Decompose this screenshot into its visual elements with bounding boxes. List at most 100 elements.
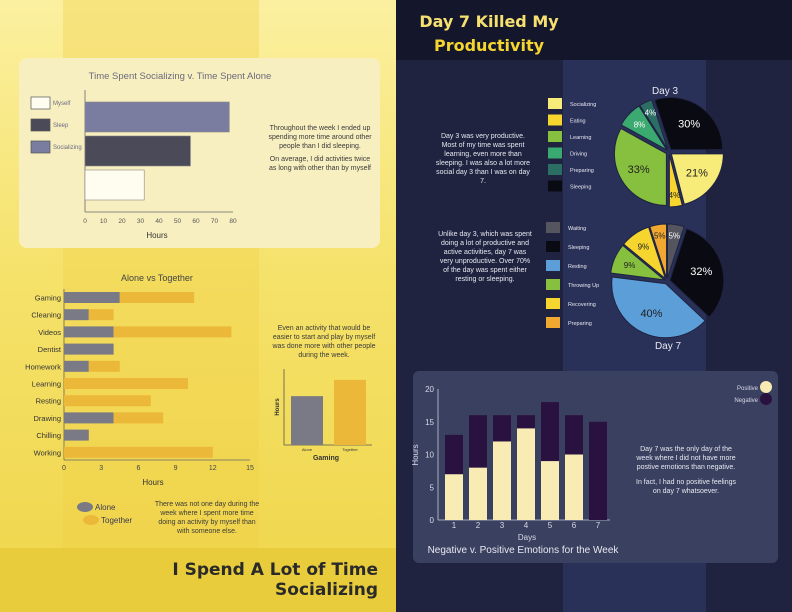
emotions-bar-day4-positive <box>517 428 535 520</box>
day7-slice-sleeping <box>669 228 725 318</box>
chart2-category-label-dentist: Dentist <box>38 345 62 354</box>
right-title-line2: Productivity <box>433 36 545 55</box>
chart2-bar-learning-together <box>64 378 188 389</box>
day3-legend-swatch-eating <box>548 114 562 126</box>
emotions-note-1: Day 7 was the only day of the week where… <box>636 446 736 471</box>
chart2-xtick: 9 <box>174 465 178 472</box>
chart1-panel <box>19 58 380 248</box>
day7-legend-label-throwing-up: Throwing Up <box>568 283 599 289</box>
day7-legend-label-sleeping: Sleeping <box>568 245 589 251</box>
chart2-category-label-resting: Resting <box>36 397 61 406</box>
day3-legend-label-socializing: Socializing <box>570 102 596 108</box>
chart2-legend-label-together: Together <box>101 516 132 525</box>
chart2-xlabel: Hours <box>142 478 163 487</box>
emotions-ytick: 15 <box>425 418 434 427</box>
day7-slice-recovering <box>623 226 667 281</box>
chart1-bar-sleep <box>84 135 191 167</box>
chart3-bar-together <box>334 379 366 445</box>
chart2-category-label-homework: Homework <box>25 362 61 371</box>
chart2-category-label-working: Working <box>34 448 61 457</box>
chart1-bar-socializing <box>84 101 230 133</box>
chart-alone-vs-together: Alone vs Together Gaming Cleaning Videos Den… <box>25 273 254 525</box>
day3-slice-label-preparing: 4% <box>645 109 657 118</box>
chart2-bar-videos-alone <box>64 326 114 338</box>
chart1-legend-swatch-socializing <box>30 140 51 154</box>
chart-day7-pie: 5% 32% 40% 9% 9% 5% Waiting Sleeping Resting Thro… <box>546 222 725 352</box>
right-title-line1: Day 7 Killed My <box>419 12 559 31</box>
chart2-legend-label-alone: Alone <box>95 503 116 512</box>
chart2-legend-swatch-together <box>83 515 99 525</box>
emotions-legend-label-negative: Negative <box>734 398 758 404</box>
day7-legend-swatch-sleeping <box>546 241 560 252</box>
chart2-bar-gaming-alone <box>64 292 120 303</box>
day3-slice-label-eating: 4% <box>669 191 681 200</box>
chart2-bar-working-together <box>64 446 213 458</box>
chart2-bar-homework-together <box>88 360 120 372</box>
chart2-bar-chilling-alone <box>64 429 89 441</box>
chart3-title: Gaming <box>313 455 339 462</box>
emotions-note-2: In fact, I had no positive feelings on d… <box>636 479 737 495</box>
emotions-bar-day3-positive <box>493 441 511 520</box>
chart2-bar-dentist-alone <box>64 343 114 355</box>
day7-legend-label-waiting: Waiting <box>568 226 586 232</box>
chart1-xtick: 10 <box>100 218 108 225</box>
chart2-xtick: 12 <box>209 465 217 472</box>
left-title-band <box>0 548 396 612</box>
right-title: Day 7 Killed My Productivity <box>396 10 582 58</box>
day7-slice-resting <box>611 276 706 339</box>
day7-legend-label-preparing: Preparing <box>568 321 592 327</box>
day3-legend-swatch-preparing <box>548 164 562 175</box>
emotions-bar-day5-negative <box>541 402 559 462</box>
chart2-bar-homework-alone <box>64 360 89 372</box>
chart2-bar-resting-together <box>64 395 151 407</box>
emotions-bar-day7-negative <box>589 421 607 520</box>
chart2-category-label-learning: Learning <box>32 380 61 389</box>
chart2-category-label-gaming: Gaming <box>35 294 61 303</box>
day7-slice-label-resting: 40% <box>640 308 662 320</box>
day3-legend-label-preparing: Preparing <box>570 168 594 174</box>
chart2-note: Even an activity that would be easier to… <box>272 325 376 359</box>
emotions-xtick: 5 <box>548 521 553 530</box>
chart1-bar-myself <box>84 169 145 201</box>
chart2-category-label-videos: Videos <box>38 328 61 337</box>
chart1-xlabel: Hours <box>146 231 167 240</box>
emotions-legend-label-positive: Positive <box>737 386 759 392</box>
emotions-xtick: 2 <box>476 521 481 530</box>
chart2-xtick: 0 <box>62 465 66 472</box>
emotions-xtick: 1 <box>452 521 457 530</box>
day3-legend-swatch-driving <box>548 147 562 159</box>
day7-legend-swatch-recovering <box>546 298 560 309</box>
day7-title: Day 7 <box>655 341 682 352</box>
chart2-category-label-cleaning: Cleaning <box>31 311 61 320</box>
left-panel: Time Spent Socializing v. Time Spent Alo… <box>0 0 396 612</box>
day3-slice-label-learning: 33% <box>628 164 650 176</box>
emotions-bar-day3-negative <box>493 415 511 442</box>
day7-slice-label-waiting: 5% <box>668 231 680 240</box>
day3-slice-learning <box>613 127 667 207</box>
chart1-xtick: 80 <box>229 218 237 225</box>
emotions-bar-day1-negative <box>445 434 463 475</box>
day7-slice-label-sleeping: 32% <box>690 266 712 278</box>
left-title-line1: I Spend A Lot of Time <box>172 560 378 580</box>
emotions-title: Negative v. Positive Emotions for the We… <box>428 545 620 556</box>
chart1-title: Time Spent Socializing v. Time Spent Alo… <box>89 71 272 82</box>
day7-note: Unlike day 3, which was spent doing a lo… <box>438 231 532 283</box>
chart2-xtick: 15 <box>246 465 254 472</box>
left-title: I Spend A Lot of Time Socializing <box>172 560 378 600</box>
right-panel: Day 7 Killed My Productivity Day 3 was v… <box>396 0 792 612</box>
emotions-ytick: 10 <box>425 451 434 460</box>
day3-slice-label-sleeping: 30% <box>678 118 700 130</box>
right-header <box>396 0 792 60</box>
chart2-bar-cleaning-alone <box>64 309 89 321</box>
chart3-bar-alone <box>291 396 323 445</box>
chart1-xtick: 40 <box>155 218 163 225</box>
chart1-legend-label-sleep: Sleep <box>53 123 69 129</box>
emotions-bar-day2-negative <box>469 415 487 468</box>
day3-slice-preparing <box>639 99 669 150</box>
day7-slice-label-throwing-up: 9% <box>624 261 636 270</box>
emotions-ylabel: Hours <box>411 444 420 465</box>
day3-slice-eating <box>668 154 683 208</box>
day3-slice-driving <box>620 105 668 151</box>
day7-slice-waiting <box>666 223 685 279</box>
day3-legend-label-eating: Eating <box>570 119 586 125</box>
